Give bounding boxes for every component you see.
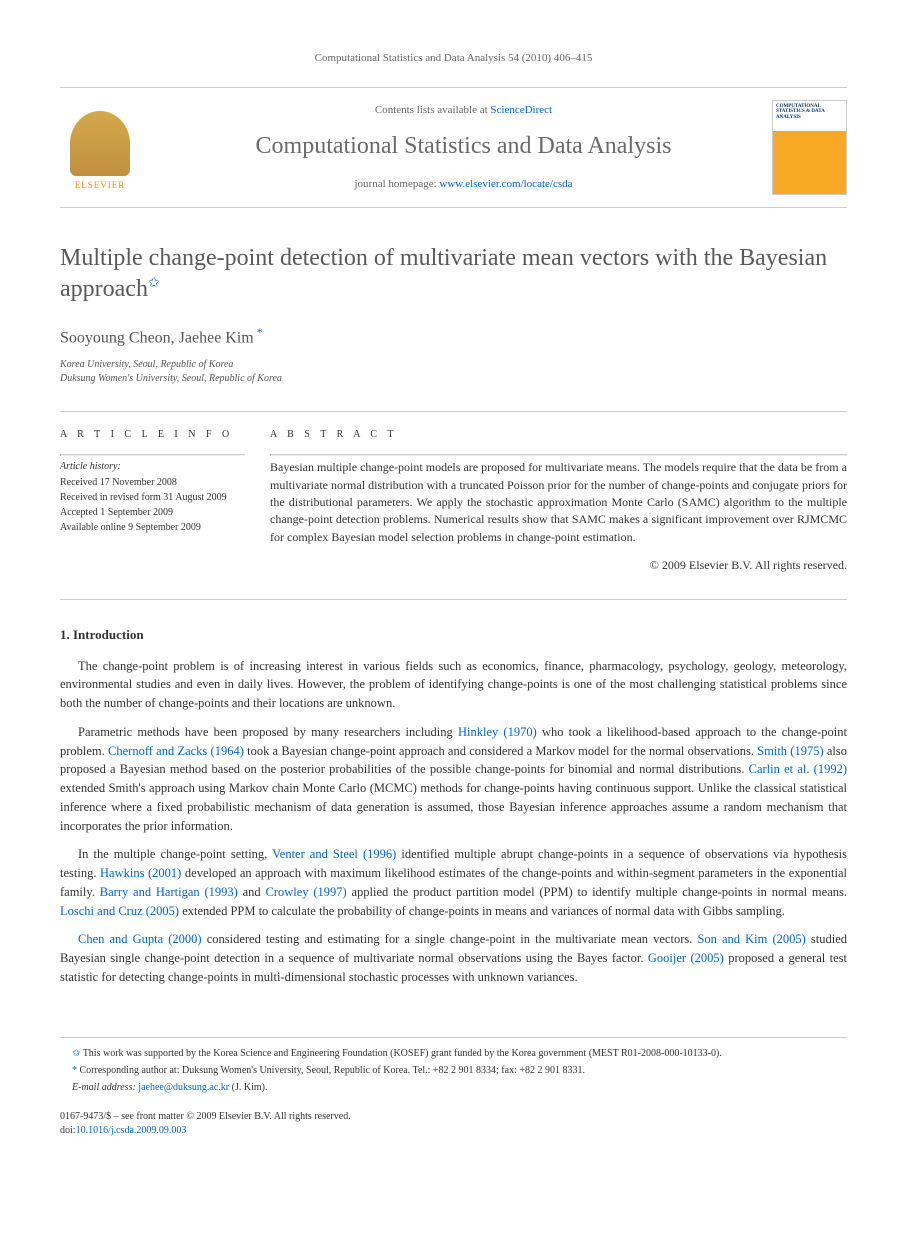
p3-d: and: [238, 885, 266, 899]
affiliation-1: Korea University, Seoul, Republic of Kor…: [60, 358, 847, 372]
p2-c: took a Bayesian change-point approach an…: [244, 744, 757, 758]
cite-barry[interactable]: Barry and Hartigan (1993): [100, 885, 238, 899]
masthead-center: Contents lists available at ScienceDirec…: [155, 102, 772, 193]
section-1-heading: 1. Introduction: [60, 625, 847, 645]
funding-text: This work was supported by the Korea Sci…: [83, 1048, 722, 1059]
info-divider: [60, 454, 245, 456]
history-label: Article history:: [60, 459, 245, 474]
footnotes-block: ✩ This work was supported by the Korea S…: [60, 1037, 847, 1095]
email-label: E-mail address:: [72, 1082, 136, 1093]
p3-a: In the multiple change-point setting,: [78, 847, 272, 861]
p3-f: extended PPM to calculate the probabilit…: [179, 904, 785, 918]
corresponding-text: Corresponding author at: Duksung Women's…: [80, 1065, 586, 1076]
article-title-text: Multiple change-point detection of multi…: [60, 245, 827, 302]
affiliations: Korea University, Seoul, Republic of Kor…: [60, 358, 847, 386]
divider-top: [60, 411, 847, 412]
publisher-logo: ELSEVIER: [60, 102, 140, 192]
funding-mark: ✩: [72, 1048, 83, 1059]
homepage-line: journal homepage: www.elsevier.com/locat…: [155, 176, 772, 193]
p4-a: considered testing and estimating for a …: [202, 932, 698, 946]
running-header: Computational Statistics and Data Analys…: [60, 50, 847, 67]
corresponding-mark: *: [72, 1065, 80, 1076]
divider-bottom: [60, 599, 847, 600]
title-footnote-mark: ✩: [148, 276, 160, 291]
p3-e: applied the product partition model (PPM…: [347, 885, 847, 899]
p2-e: extended Smith's approach using Markov c…: [60, 781, 847, 833]
email-link[interactable]: jaehee@duksung.ac.kr: [138, 1082, 229, 1093]
journal-cover-thumb: COMPUTATIONAL STATISTICS & DATA ANALYSIS: [772, 100, 847, 195]
elsevier-tree-icon: [70, 111, 130, 176]
homepage-prefix: journal homepage:: [355, 178, 440, 190]
cite-smith[interactable]: Smith (1975): [757, 744, 823, 758]
affiliation-2: Duksung Women's University, Seoul, Repub…: [60, 372, 847, 386]
online-date: Available online 9 September 2009: [60, 520, 245, 535]
abstract-body: Bayesian multiple change-point models ar…: [270, 459, 847, 546]
revised-date: Received in revised form 31 August 2009: [60, 490, 245, 505]
article-title: Multiple change-point detection of multi…: [60, 243, 847, 305]
info-abstract-row: A R T I C L E I N F O Article history: R…: [60, 427, 847, 574]
footer-block: 0167-9473/$ – see front matter © 2009 El…: [60, 1110, 847, 1138]
publisher-logo-text: ELSEVIER: [75, 179, 126, 193]
abstract-column: A B S T R A C T Bayesian multiple change…: [270, 427, 847, 574]
cite-gooijer[interactable]: Gooijer (2005): [648, 951, 724, 965]
p2-a: Parametric methods have been proposed by…: [78, 725, 458, 739]
abstract-heading: A B S T R A C T: [270, 427, 847, 442]
cite-venter[interactable]: Venter and Steel (1996): [272, 847, 396, 861]
article-info-column: A R T I C L E I N F O Article history: R…: [60, 427, 270, 574]
sciencedirect-link[interactable]: ScienceDirect: [490, 104, 552, 116]
paragraph-3: In the multiple change-point setting, Ve…: [60, 845, 847, 920]
paragraph-2: Parametric methods have been proposed by…: [60, 723, 847, 836]
journal-name: Computational Statistics and Data Analys…: [155, 128, 772, 164]
abstract-divider: [270, 454, 847, 456]
authors-text: Sooyoung Cheon, Jaehee Kim: [60, 329, 254, 346]
cite-hinkley[interactable]: Hinkley (1970): [458, 725, 537, 739]
cover-thumb-title: COMPUTATIONAL STATISTICS & DATA ANALYSIS: [773, 101, 846, 131]
doi-label: doi:: [60, 1125, 76, 1136]
funding-footnote: ✩ This work was supported by the Korea S…: [60, 1046, 847, 1061]
cite-son[interactable]: Son and Kim (2005): [697, 932, 805, 946]
cite-crowley[interactable]: Crowley (1997): [265, 885, 346, 899]
authors-line: Sooyoung Cheon, Jaehee Kim *: [60, 323, 847, 350]
email-suffix: (J. Kim).: [229, 1082, 267, 1093]
cite-chen[interactable]: Chen and Gupta (2000): [78, 932, 202, 946]
contents-list-line: Contents lists available at ScienceDirec…: [155, 102, 772, 119]
accepted-date: Accepted 1 September 2009: [60, 505, 245, 520]
masthead: ELSEVIER Contents lists available at Sci…: [60, 87, 847, 208]
cite-loschi[interactable]: Loschi and Cruz (2005): [60, 904, 179, 918]
cite-hawkins[interactable]: Hawkins (2001): [100, 866, 181, 880]
contents-prefix: Contents lists available at: [375, 104, 490, 116]
corresponding-footnote: * Corresponding author at: Duksung Women…: [60, 1063, 847, 1078]
email-footnote: E-mail address: jaehee@duksung.ac.kr (J.…: [60, 1080, 847, 1095]
received-date: Received 17 November 2008: [60, 475, 245, 490]
abstract-copyright: © 2009 Elsevier B.V. All rights reserved…: [270, 556, 847, 574]
page-container: Computational Statistics and Data Analys…: [0, 0, 907, 1178]
paragraph-4: Chen and Gupta (2000) considered testing…: [60, 930, 847, 986]
article-info-heading: A R T I C L E I N F O: [60, 427, 245, 442]
cite-chernoff[interactable]: Chernoff and Zacks (1964): [108, 744, 244, 758]
corresponding-author-mark: *: [254, 325, 263, 339]
issn-line: 0167-9473/$ – see front matter © 2009 El…: [60, 1110, 847, 1124]
paragraph-1: The change-point problem is of increasin…: [60, 657, 847, 713]
doi-link[interactable]: 10.1016/j.csda.2009.09.003: [76, 1125, 187, 1136]
doi-line: doi:10.1016/j.csda.2009.09.003: [60, 1124, 847, 1138]
cite-carlin[interactable]: Carlin et al. (1992): [749, 762, 847, 776]
homepage-link[interactable]: www.elsevier.com/locate/csda: [439, 178, 572, 190]
